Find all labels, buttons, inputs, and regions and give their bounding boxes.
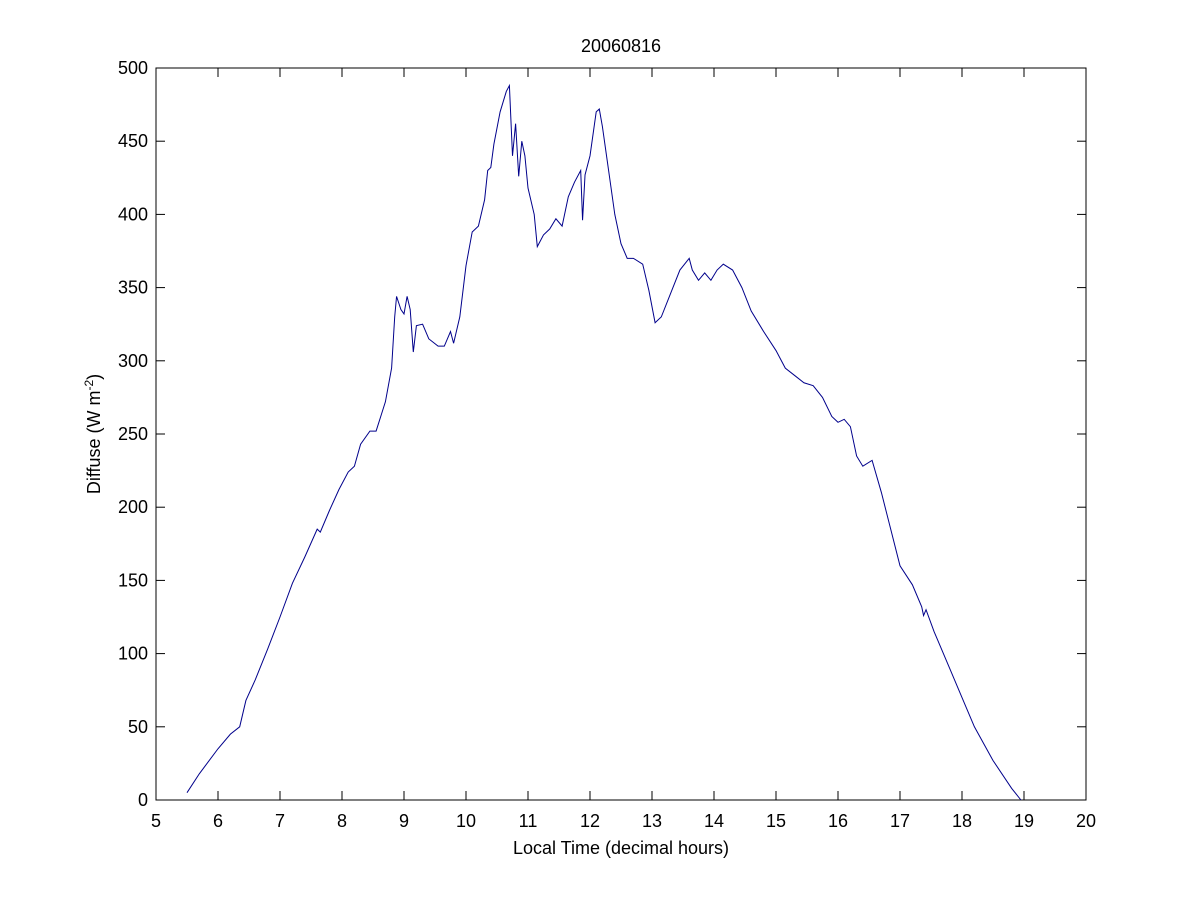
y-tick-label: 400 (118, 204, 148, 224)
y-tick-label: 50 (128, 717, 148, 737)
x-tick-label: 17 (890, 811, 910, 831)
y-tick-label: 150 (118, 570, 148, 590)
y-tick-label: 0 (138, 790, 148, 810)
y-tick-label: 350 (118, 278, 148, 298)
y-tick-label: 500 (118, 58, 148, 78)
y-label-sup: -2 (82, 379, 96, 390)
y-tick-label: 300 (118, 351, 148, 371)
x-tick-label: 20 (1076, 811, 1096, 831)
x-tick-label: 10 (456, 811, 476, 831)
x-tick-label: 14 (704, 811, 724, 831)
x-tick-label: 8 (337, 811, 347, 831)
y-tick-label: 200 (118, 497, 148, 517)
chart-title: 20060816 (581, 36, 661, 56)
x-tick-label: 19 (1014, 811, 1034, 831)
x-axis-label: Local Time (decimal hours) (513, 838, 729, 858)
y-label-main: Diffuse (W m (84, 390, 104, 494)
x-tick-label: 13 (642, 811, 662, 831)
y-tick-label: 450 (118, 131, 148, 151)
y-axis-label: Diffuse (W m-2) (82, 374, 104, 494)
x-tick-label: 6 (213, 811, 223, 831)
data-line (186, 83, 1022, 801)
x-tick-label: 15 (766, 811, 786, 831)
y-tick-label: 250 (118, 424, 148, 444)
x-tick-label: 12 (580, 811, 600, 831)
x-tick-label: 7 (275, 811, 285, 831)
y-label-close: ) (84, 374, 104, 380)
x-tick-label: 18 (952, 811, 972, 831)
x-tick-label: 11 (519, 811, 538, 831)
x-tick-label: 16 (828, 811, 848, 831)
plot-box (155, 67, 1087, 801)
x-tick-label: 9 (399, 811, 409, 831)
y-tick-label: 100 (118, 644, 148, 664)
x-tick-label: 5 (151, 811, 161, 831)
